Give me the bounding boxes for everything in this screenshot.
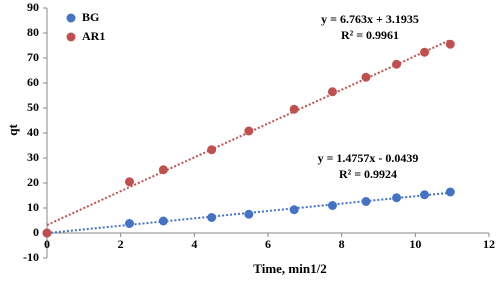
point — [392, 193, 402, 203]
point — [327, 87, 337, 97]
point — [244, 209, 254, 219]
point — [289, 104, 299, 114]
trendline-equation: y = 1.4757x - 0.0439 — [318, 151, 419, 165]
point — [125, 177, 135, 187]
legend-marker — [66, 13, 76, 23]
y-tick-label: 50 — [27, 100, 39, 114]
y-tick-label: 70 — [27, 50, 39, 64]
point — [42, 228, 52, 238]
y-tick-label: 60 — [27, 75, 39, 89]
y-tick-label: 90 — [27, 0, 39, 14]
y-tick-label: -10 — [23, 250, 39, 264]
y-tick-label: 80 — [27, 25, 39, 39]
point — [289, 205, 299, 215]
x-tick-label: 10 — [409, 237, 421, 251]
point — [420, 190, 430, 200]
point — [445, 187, 455, 197]
trendline-r2: R² = 0.9924 — [339, 167, 397, 181]
y-tick-label: 30 — [27, 150, 39, 164]
point — [361, 72, 371, 82]
y-tick-label: 0 — [33, 225, 39, 239]
y-tick-label: 20 — [27, 175, 39, 189]
x-tick-label: 12 — [483, 237, 495, 251]
point — [392, 59, 402, 69]
x-tick-label: 2 — [118, 237, 124, 251]
trendline-equation: y = 6.763x + 3.1935 — [321, 12, 419, 26]
point — [420, 47, 430, 57]
point — [125, 219, 135, 228]
x-tick-label: 8 — [339, 237, 345, 251]
point — [158, 216, 168, 226]
trendline-r2: R² = 0.9961 — [341, 28, 399, 42]
point — [158, 165, 168, 175]
y-tick-label: 40 — [27, 125, 39, 139]
x-axis-title: Time, min1/2 — [253, 261, 326, 276]
trendline — [46, 191, 451, 235]
legend-marker — [66, 32, 76, 42]
x-tick-label: 6 — [265, 237, 271, 251]
legend-label: AR1 — [82, 29, 105, 43]
y-tick-label: 10 — [27, 200, 39, 214]
point — [244, 126, 254, 136]
point — [207, 145, 217, 155]
legend-label: BG — [82, 10, 99, 24]
point — [207, 213, 217, 222]
x-tick-label: 4 — [191, 237, 197, 251]
point — [445, 39, 455, 49]
point — [327, 201, 337, 210]
point — [361, 197, 371, 206]
y-axis-title: qt — [5, 124, 20, 136]
x-tick-label: 0 — [44, 237, 50, 251]
